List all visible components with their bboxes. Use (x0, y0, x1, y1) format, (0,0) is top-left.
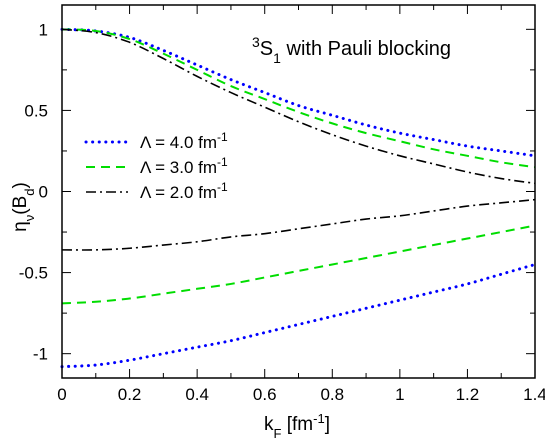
x-tick-label: 0.8 (320, 385, 344, 404)
legend: Λ = 4.0 fm-1 Λ = 3.0 fm-1 Λ = 2.0 fm-1 (84, 130, 228, 202)
y-tick-label: 0.5 (24, 101, 48, 120)
x-tick-label: 0.6 (253, 385, 277, 404)
y-tick-label: -0.5 (19, 264, 48, 283)
series-2-lower-line (61, 198, 536, 251)
legend-label-2: Λ = 2.0 fm-1 (140, 180, 228, 202)
ticks-group (61, 5, 536, 378)
x-tick-label: 1.4 (523, 385, 545, 404)
series-2-upper-line (61, 28, 536, 185)
x-axis-label: kF [fm-1] (264, 411, 330, 441)
y-tick-label: 0 (39, 183, 48, 202)
series-1-lower-line (61, 224, 536, 305)
series-0-upper-line (60, 27, 537, 158)
x-tick-label: 0.2 (118, 385, 142, 404)
y-axis-label: ην(Bd) (10, 182, 37, 232)
y-tick-label: 1 (39, 20, 48, 39)
annotation: 3S1 with Pauli blocking (252, 34, 451, 66)
x-tick-label: 1 (395, 385, 404, 404)
series-0-lower-line (60, 262, 537, 369)
x-tick-label: 1.2 (456, 385, 480, 404)
plot-frame (61, 4, 536, 379)
legend-label-3: Λ = 3.0 fm-1 (140, 155, 228, 177)
legend-label-4: Λ = 4.0 fm-1 (140, 130, 228, 152)
y-tick-label: -1 (33, 345, 48, 364)
series-1-upper-line (61, 28, 536, 169)
x-tick-labels: 0 0.2 0.4 0.6 0.8 1 1.2 1.4 (57, 385, 545, 404)
x-tick-label: 0.4 (185, 385, 209, 404)
x-tick-label: 0 (57, 385, 66, 404)
curves-group (60, 27, 537, 369)
y-tick-labels: 1 0.5 0 -0.5 -1 (19, 20, 48, 363)
